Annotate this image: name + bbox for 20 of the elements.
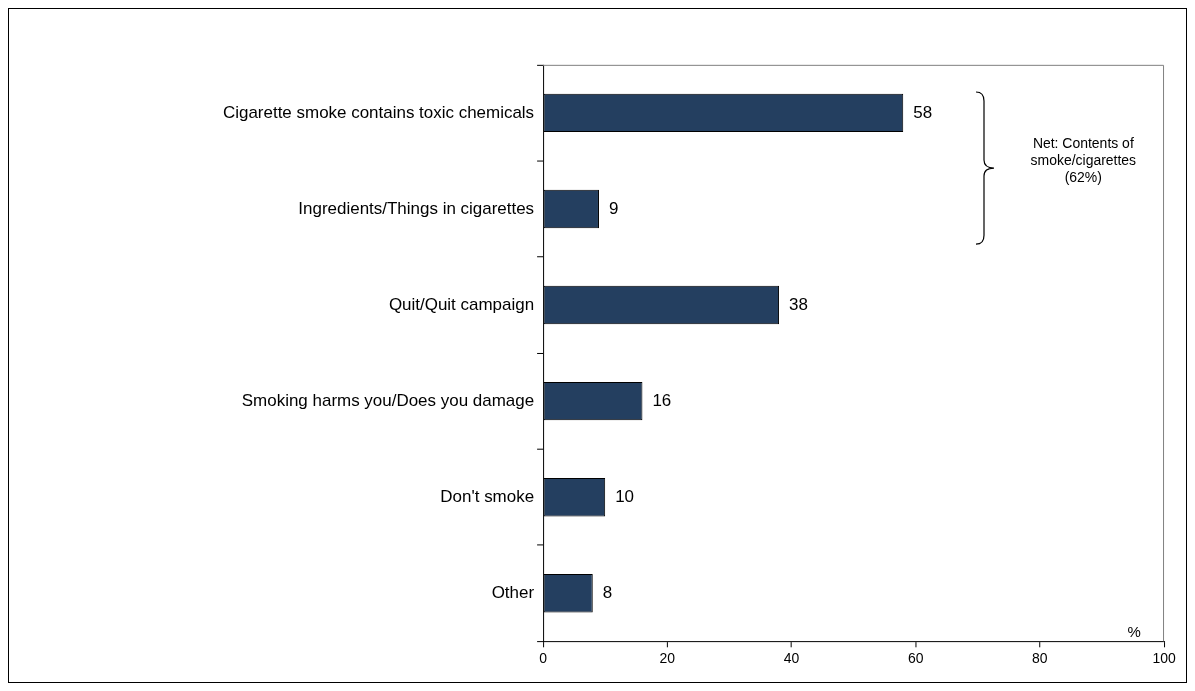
x-tick-label: 20 (659, 649, 676, 666)
y-tick-label: Smoking harms you/Does you damage (241, 390, 535, 410)
x-tick-label: 40 (783, 649, 800, 666)
x-tick-label: 60 (907, 649, 924, 666)
x-tick-label: 0 (539, 649, 548, 666)
annotation: Net: Contents of smoke/cigarettes (62%) (1030, 134, 1137, 185)
data-label: 9 (608, 198, 619, 218)
y-tick-label: Quit/Quit campaign (388, 294, 535, 314)
data-label: 8 (602, 582, 613, 602)
x-tick-label: 100 (1152, 649, 1176, 666)
data-label: 38 (789, 294, 808, 314)
data-label: 10 (615, 486, 635, 506)
y-tick-label: Other (491, 582, 535, 602)
y-tick-label: Ingredients/Things in cigarettes (298, 198, 535, 218)
data-label: 16 (652, 390, 672, 410)
x-tick-label: 80 (1032, 649, 1048, 666)
data-label: 58 (913, 102, 933, 122)
x-axis-title: % (1127, 622, 1141, 640)
y-tick-label: Don't smoke (440, 486, 535, 506)
y-tick-label: Cigarette smoke contains toxic chemicals (222, 102, 535, 122)
